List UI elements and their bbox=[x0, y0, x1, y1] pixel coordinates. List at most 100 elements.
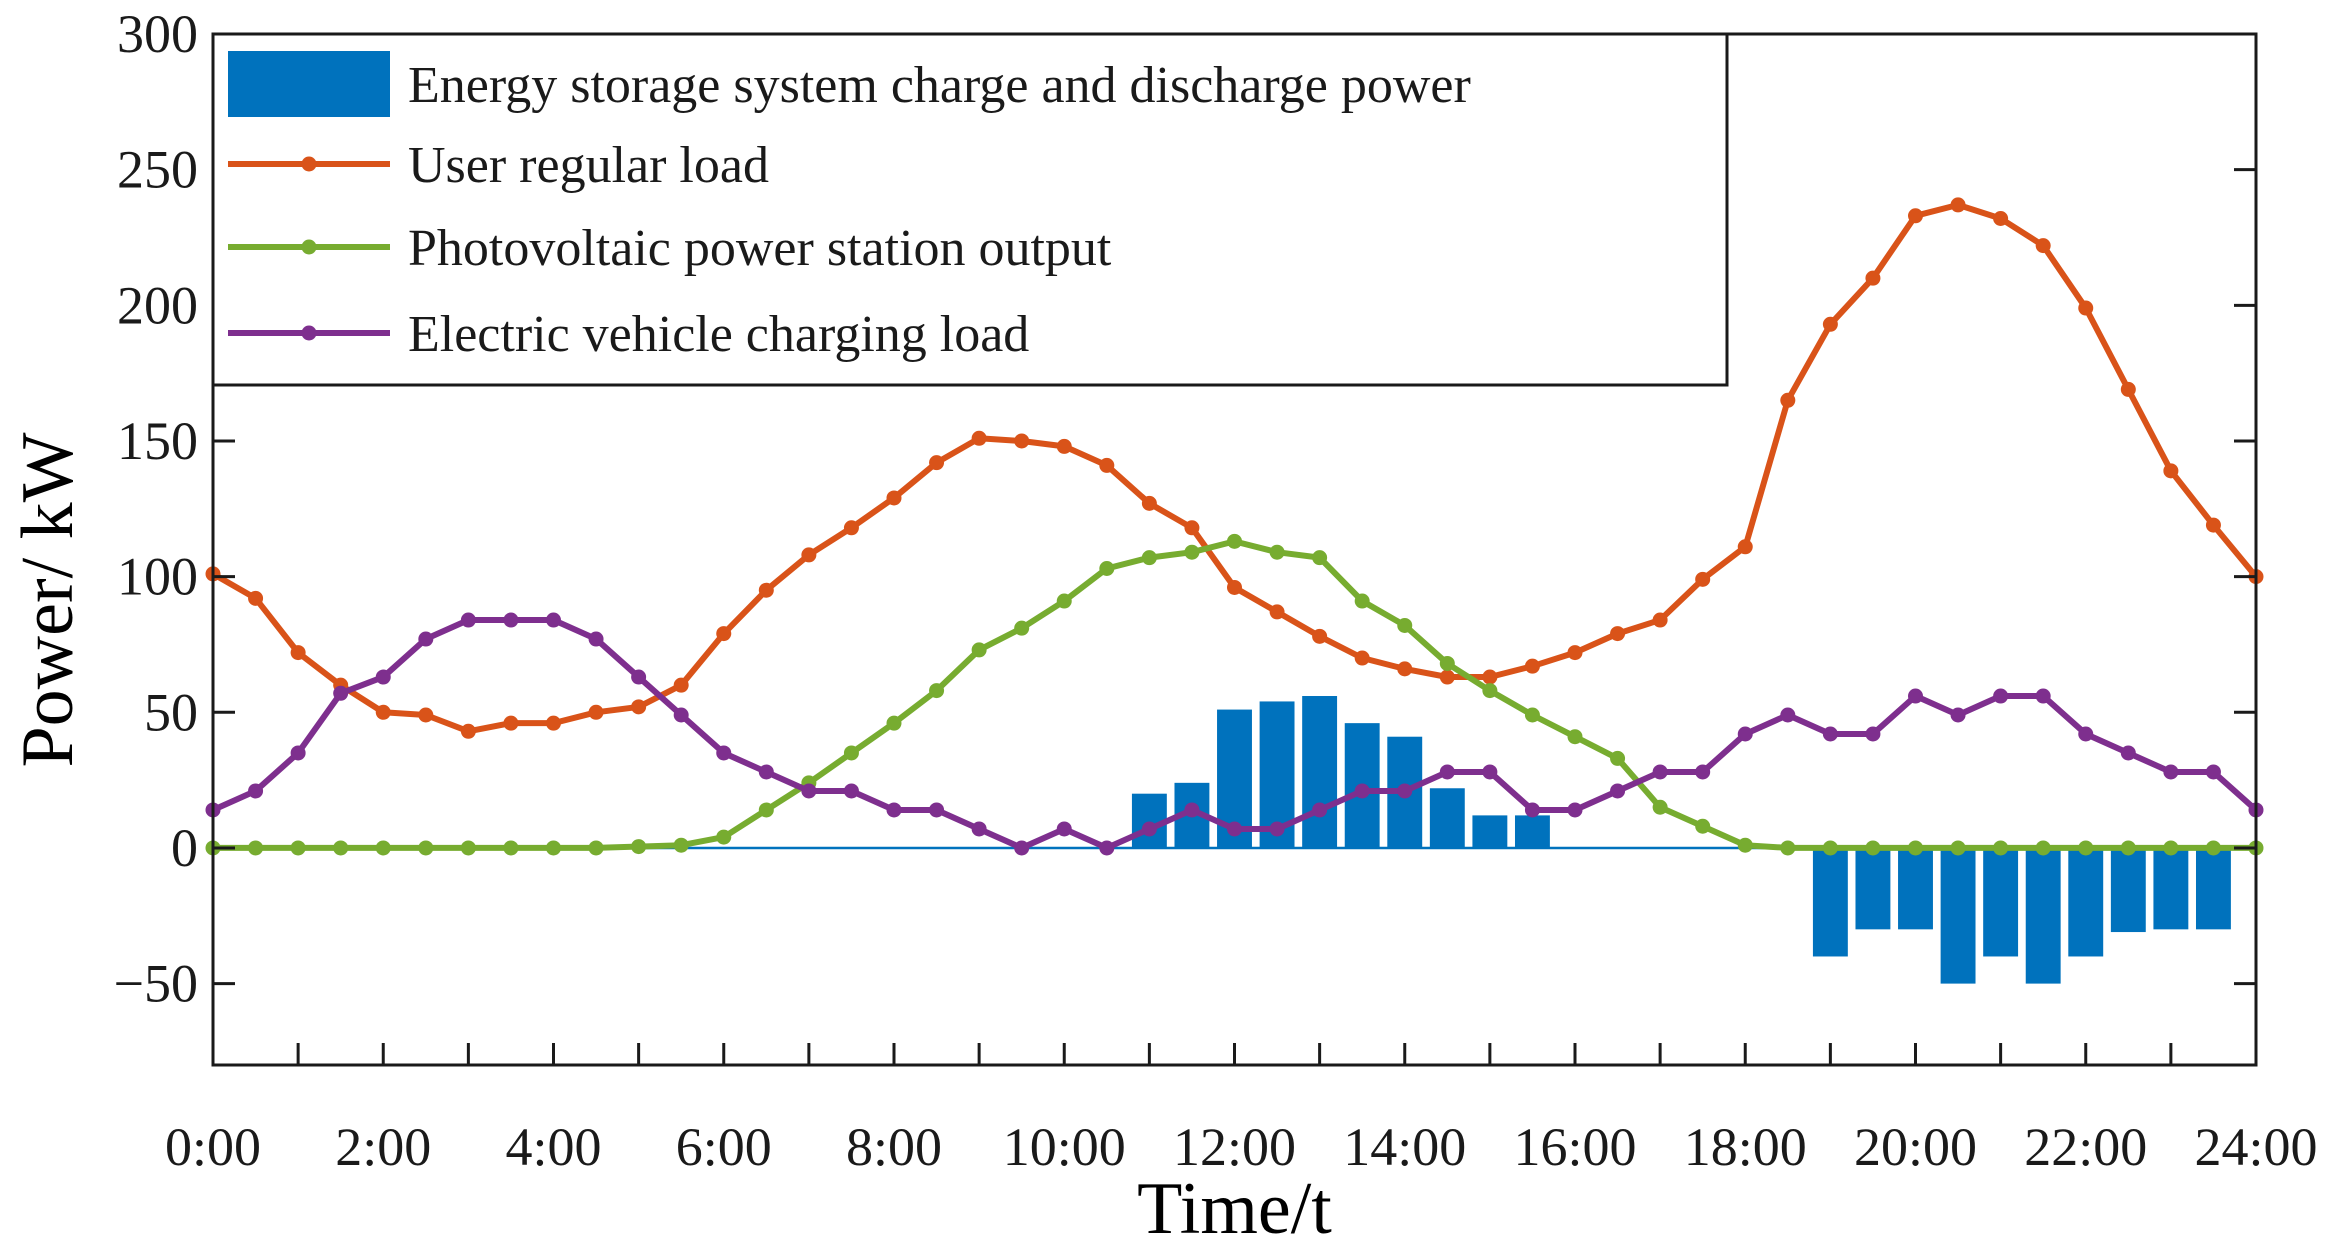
series-2-point bbox=[1099, 560, 1115, 576]
series-3-point bbox=[1737, 726, 1753, 742]
series-1-point bbox=[1056, 438, 1072, 454]
series-2-point bbox=[1439, 655, 1455, 671]
series-1-point bbox=[2078, 300, 2094, 316]
series-2-point bbox=[1524, 707, 1540, 723]
series-3-point bbox=[1524, 802, 1540, 818]
series-3-point bbox=[1141, 821, 1157, 837]
series-1-point bbox=[1354, 650, 1370, 666]
y-tick-label: 0 bbox=[171, 818, 198, 878]
legend-box bbox=[211, 32, 1729, 387]
series-1-point bbox=[971, 430, 987, 446]
series-3-point bbox=[546, 612, 561, 628]
series-2-point bbox=[290, 840, 306, 856]
series-1-point bbox=[1908, 208, 1923, 224]
legend-marker-2 bbox=[301, 239, 317, 255]
series-2-point bbox=[1312, 550, 1328, 566]
series-3-point bbox=[1397, 783, 1413, 799]
series-1-point bbox=[1099, 457, 1115, 473]
x-tick-label: 16:00 bbox=[1513, 1117, 1636, 1177]
series-3-point bbox=[1056, 821, 1072, 837]
series-2-point bbox=[1397, 617, 1413, 633]
series-2-point bbox=[588, 840, 604, 856]
series-3-point bbox=[1865, 726, 1881, 742]
series-3-point bbox=[2035, 688, 2051, 704]
series-1-point bbox=[1312, 628, 1328, 644]
series-1-point bbox=[375, 704, 391, 720]
y-tick-label: −50 bbox=[114, 954, 198, 1014]
y-tick-label: 300 bbox=[117, 4, 198, 64]
series-3-point bbox=[1482, 764, 1498, 780]
series-2-point bbox=[631, 839, 647, 855]
series-2-point bbox=[1610, 750, 1626, 766]
series-3-point bbox=[716, 745, 732, 761]
x-tick-label: 2:00 bbox=[335, 1117, 431, 1177]
x-tick-label: 10:00 bbox=[1003, 1117, 1126, 1177]
series-2-point bbox=[1354, 593, 1370, 609]
series-2-point bbox=[503, 840, 519, 856]
x-tick-label: 22:00 bbox=[2024, 1117, 2147, 1177]
series-3-point bbox=[1652, 764, 1668, 780]
series-1-point bbox=[1141, 495, 1157, 511]
series-2-point bbox=[1482, 683, 1498, 699]
series-1-point bbox=[886, 490, 902, 506]
series-3-point bbox=[248, 783, 264, 799]
series-1-point bbox=[1695, 571, 1711, 587]
series-2-point bbox=[1141, 550, 1157, 566]
series-2-point bbox=[1908, 840, 1923, 856]
series-1-point bbox=[1610, 626, 1626, 642]
y-tick-label: 200 bbox=[117, 275, 198, 335]
series-1-point bbox=[1397, 661, 1413, 677]
series-2-point bbox=[460, 840, 476, 856]
series-2-point bbox=[971, 642, 987, 658]
series-1-point bbox=[929, 455, 945, 471]
series-2-point bbox=[248, 840, 264, 856]
series-1-point bbox=[801, 547, 817, 563]
series-2-point bbox=[2078, 840, 2094, 856]
series-1-point bbox=[1227, 579, 1242, 595]
series-2-point bbox=[1737, 837, 1753, 853]
storage-bar bbox=[2110, 847, 2146, 933]
series-1-point bbox=[2035, 238, 2051, 254]
series-3-point bbox=[1354, 783, 1370, 799]
storage-bar bbox=[1940, 847, 1976, 984]
series-2-point bbox=[1695, 818, 1711, 834]
series-3-point bbox=[1269, 821, 1285, 837]
series-2-point bbox=[418, 840, 434, 856]
series-1-point bbox=[673, 677, 689, 693]
series-3-point bbox=[2078, 726, 2094, 742]
series-2-point bbox=[1014, 620, 1030, 636]
storage-bar bbox=[1429, 788, 1465, 848]
series-3-point bbox=[1184, 802, 1200, 818]
legend-label-storage: Energy storage system charge and dischar… bbox=[408, 57, 1471, 114]
x-tick-label: 0:00 bbox=[165, 1117, 261, 1177]
series-3-point bbox=[418, 631, 434, 647]
series-1-point bbox=[503, 715, 519, 731]
series-2-point bbox=[333, 840, 349, 856]
ticks-layer: −50 0 50 100 150 200 250 300 0:00 2:00 4:00 6:00 8:0… bbox=[114, 4, 2318, 1177]
series-3-point bbox=[929, 802, 945, 818]
series-1-point bbox=[1567, 645, 1583, 661]
legend-marker-3 bbox=[301, 325, 317, 341]
series-2-point bbox=[375, 840, 391, 856]
series-2-point bbox=[1269, 544, 1285, 560]
series-1-point bbox=[2205, 517, 2221, 533]
series-3-point bbox=[333, 685, 349, 701]
series-1-point bbox=[1652, 612, 1668, 628]
bars-layer bbox=[1131, 696, 2231, 984]
series-1-point bbox=[758, 582, 774, 598]
series-3-point bbox=[2163, 764, 2179, 780]
series-3-point bbox=[758, 764, 774, 780]
series-2-point bbox=[1993, 840, 2009, 856]
series-2-point bbox=[1184, 544, 1200, 560]
legend-label-1: User regular load bbox=[408, 137, 769, 194]
x-tick-label: 24:00 bbox=[2194, 1117, 2317, 1177]
storage-bar bbox=[2025, 847, 2061, 984]
series-3-point bbox=[2205, 764, 2221, 780]
storage-bar bbox=[1302, 696, 1338, 848]
x-tick-label: 20:00 bbox=[1854, 1117, 1977, 1177]
series-2-point bbox=[2163, 840, 2179, 856]
series-1-point bbox=[1780, 392, 1796, 408]
y-tick-label: 250 bbox=[117, 140, 198, 200]
storage-bar bbox=[1983, 847, 2019, 957]
